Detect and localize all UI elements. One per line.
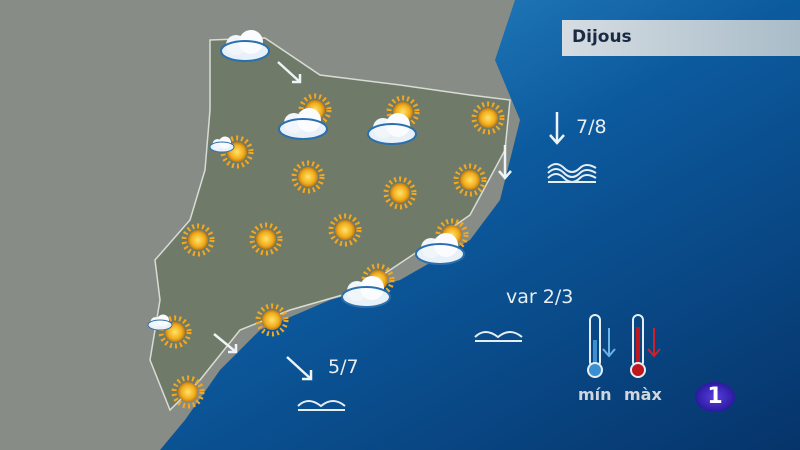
legend-max-label: màx — [624, 385, 662, 404]
calm-waves-icon — [297, 331, 523, 411]
wind-arrow-down-icon — [549, 112, 565, 145]
rough-waves-icon — [547, 163, 597, 183]
day-label: Dijous — [572, 27, 632, 47]
wind-arrow-icon — [498, 145, 512, 180]
sea-forecast-label: 5/7 — [328, 356, 359, 378]
thermometer-min-icon — [587, 314, 616, 378]
thermometer-max-icon — [630, 314, 661, 378]
wind-arrow-icon — [286, 356, 313, 381]
sea-forecast-label: 7/8 — [576, 116, 607, 138]
sea-forecast-label: var 2/3 — [506, 286, 574, 308]
catalonia-region — [149, 37, 511, 412]
day-header: Dijous — [562, 20, 800, 56]
legend-min-label: mín — [578, 385, 612, 404]
channel-logo: 1 — [695, 382, 735, 412]
wind-arrow-icon — [213, 333, 238, 354]
wind-arrows — [213, 61, 565, 381]
wind-arrow-icon — [277, 61, 302, 84]
